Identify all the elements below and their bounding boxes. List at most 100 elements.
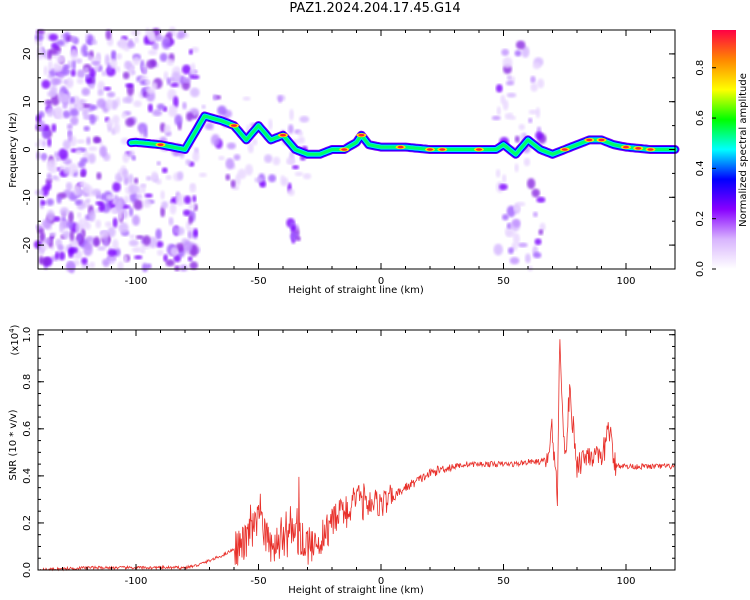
- x-tick-label: -100: [125, 576, 148, 587]
- noise-blob: [94, 137, 102, 143]
- noise-blob: [535, 131, 544, 140]
- noise-blob: [190, 62, 196, 75]
- noise-blob: [123, 255, 128, 263]
- noise-blob: [501, 48, 510, 56]
- y-tick-label: 10: [22, 95, 33, 108]
- noise-blob: [114, 53, 123, 60]
- noise-blob: [210, 134, 221, 146]
- x-tick-label: -50: [250, 276, 266, 287]
- ridge-peak: [598, 138, 605, 142]
- noise-blob: [62, 79, 69, 85]
- noise-blob: [133, 100, 142, 108]
- noise-blob: [113, 122, 121, 134]
- noise-blob: [117, 261, 124, 271]
- noise-blob: [48, 33, 59, 42]
- noise-blob: [81, 87, 91, 96]
- noise-blob: [247, 142, 254, 154]
- noise-blob: [161, 201, 169, 209]
- noise-blob: [89, 67, 96, 78]
- noise-blob: [61, 94, 70, 104]
- noise-blob: [80, 172, 86, 177]
- noise-blob: [294, 171, 304, 177]
- noise-blob: [46, 209, 55, 222]
- noise-blob: [502, 214, 509, 221]
- snr-panel: -100 -50 0 50 100 0.0 0.2 0.4 0.6 0.8 1.0 Height …: [8, 324, 676, 596]
- noise-blob: [532, 211, 538, 218]
- noise-blob: [85, 198, 91, 203]
- noise-blob: [99, 145, 108, 158]
- noise-blob: [517, 242, 528, 248]
- noise-blob: [493, 243, 503, 256]
- noise-blob: [533, 252, 542, 259]
- noise-blob: [125, 117, 135, 127]
- noise-blob: [176, 33, 185, 40]
- noise-blob: [140, 184, 146, 194]
- noise-blob: [122, 169, 129, 180]
- noise-blob: [515, 40, 526, 50]
- noise-blob: [531, 188, 540, 198]
- noise-blob: [89, 114, 96, 125]
- noise-blob: [515, 201, 526, 207]
- noise-blob: [40, 200, 46, 206]
- noise-blob: [35, 224, 42, 230]
- noise-blob: [165, 175, 172, 181]
- noise-blob: [122, 152, 130, 164]
- noise-blob: [174, 265, 180, 272]
- noise-blob: [169, 202, 177, 215]
- colorbar-gradient: [712, 30, 736, 269]
- noise-blob: [76, 139, 86, 144]
- noise-blob: [135, 194, 143, 199]
- noise-blob: [132, 246, 142, 253]
- noise-blob: [80, 157, 89, 164]
- noise-blob: [523, 157, 531, 167]
- noise-blob: [268, 174, 277, 183]
- noise-blob: [96, 172, 102, 180]
- snr-y-label: SNR (10 * v/v): [8, 409, 19, 480]
- noise-blob: [161, 38, 171, 50]
- noise-blob: [182, 101, 187, 110]
- colorbar: 0.0 0.2 0.4 0.6 0.8 Normalized spectral ampl…: [695, 30, 749, 277]
- noise-blob: [183, 195, 192, 205]
- spectrogram-x-ticks: -100 -50 0 50 100: [37, 30, 676, 287]
- noise-blob: [146, 263, 152, 270]
- noise-blob: [129, 192, 138, 203]
- ridge-peak: [427, 148, 433, 151]
- noise-blob: [90, 104, 98, 111]
- colorbar-label: Normalized spectral amplitude: [738, 73, 749, 227]
- snr-y-ticks: 0.0 0.2 0.4 0.6 0.8 1.0: [22, 327, 675, 578]
- noise-blob: [69, 262, 75, 274]
- noise-blob: [84, 222, 92, 230]
- noise-blob: [112, 181, 121, 193]
- noise-blob: [86, 136, 91, 145]
- noise-blob: [72, 259, 80, 266]
- noise-blob: [109, 58, 118, 69]
- noise-blob: [170, 246, 179, 257]
- noise-blob: [513, 205, 521, 212]
- noise-blob: [519, 133, 525, 140]
- noise-blob: [145, 175, 153, 181]
- noise-blob: [66, 81, 73, 86]
- noise-blob: [89, 83, 95, 90]
- noise-blob: [47, 137, 52, 148]
- noise-blob: [76, 69, 86, 79]
- noise-blob: [155, 240, 164, 248]
- noise-blob: [495, 84, 503, 93]
- noise-blob: [159, 52, 168, 62]
- snr-x-ticks: -100 -50 0 50 100: [37, 330, 676, 587]
- noise-blob: [291, 165, 300, 170]
- noise-blob: [48, 60, 53, 72]
- noise-blob: [56, 195, 62, 204]
- noise-blob: [163, 124, 171, 133]
- y-tick-label: 0.2: [22, 515, 33, 531]
- noise-blob: [171, 71, 181, 84]
- noise-blob: [512, 218, 521, 228]
- y-tick-label: 0: [22, 146, 33, 152]
- chart-title: PAZ1.2024.204.17.45.G14: [289, 1, 461, 16]
- noise-blob: [112, 217, 118, 228]
- noise-blob: [49, 85, 58, 97]
- noise-blob: [132, 214, 140, 226]
- noise-blob: [151, 171, 158, 181]
- noise-blob: [83, 244, 93, 257]
- noise-blob: [115, 66, 121, 73]
